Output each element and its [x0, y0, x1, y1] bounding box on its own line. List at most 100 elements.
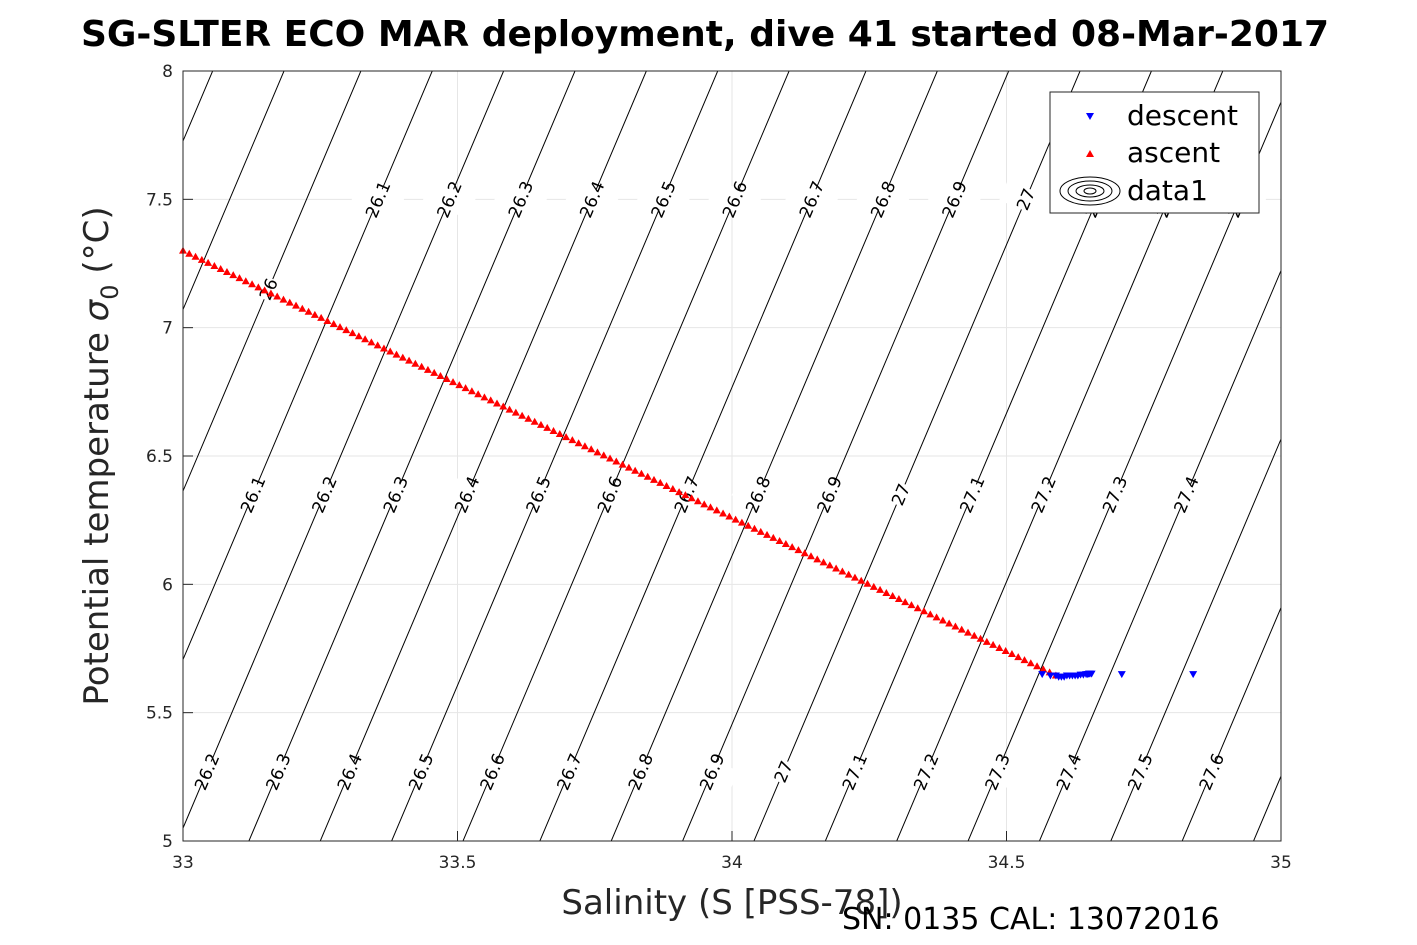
isopycnal-label-bg: [874, 475, 928, 514]
ascent-point: [763, 530, 772, 538]
isopycnal-label-bg: [323, 752, 376, 792]
isopycnal-label-bg: [999, 179, 1053, 219]
y-axis-label-unit: (°C): [77, 206, 117, 284]
isopycnal-label-bg: [180, 752, 234, 792]
ascent-point: [279, 295, 288, 303]
ascent-point: [505, 405, 514, 413]
ascent-point: [461, 384, 470, 392]
ascent-point: [543, 423, 552, 431]
ascent-point: [637, 469, 646, 477]
legend-data1-contour-icon: [1059, 176, 1121, 206]
ascent-point: [769, 533, 778, 541]
isopycnal-label-bg: [685, 752, 739, 792]
legend-ascent-label: ascent: [1127, 136, 1220, 169]
ascent-point: [687, 494, 696, 502]
ascent-point: [511, 408, 520, 416]
ascent-point: [241, 277, 250, 285]
isopycnal-label-bg: [440, 475, 494, 514]
ascent-point: [963, 628, 972, 636]
ascent-point: [486, 396, 495, 404]
ascent-point: [405, 356, 414, 364]
isopycnal-line-26.4: [319, 71, 647, 841]
ascent-point: [976, 634, 985, 642]
isopycnal-label-bg: [251, 752, 305, 792]
ascent-point: [700, 500, 709, 508]
isopycnal-line-26: [183, 71, 362, 493]
ascent-point: [957, 625, 966, 633]
ascent-point: [681, 491, 690, 499]
ascent-point: [926, 610, 935, 618]
isopycnal-label-bg: [899, 752, 953, 792]
ascent-point: [499, 402, 508, 410]
ascent-point: [467, 387, 476, 395]
ascent-point: [857, 576, 866, 584]
ascent-point: [869, 582, 878, 590]
ascent-point: [568, 436, 577, 444]
ascent-point: [1026, 659, 1035, 667]
isopycnal-label-bg: [1042, 752, 1096, 792]
ascent-point: [656, 478, 665, 486]
ascent-point: [210, 261, 219, 269]
ascent-point: [850, 573, 859, 581]
ascent-point: [624, 463, 633, 471]
ascent-point: [907, 601, 916, 609]
legend-ascent-marker: [1086, 150, 1094, 157]
isopycnal-label-bg: [1088, 475, 1142, 514]
ascent-point: [932, 613, 941, 621]
isopycnal-label-bg: [971, 752, 1024, 792]
ascent-point: [449, 378, 458, 386]
ascent-point: [725, 512, 734, 520]
ascent-point: [750, 524, 759, 532]
y-tick-label: 7: [162, 319, 173, 339]
ascent-point: [430, 368, 439, 376]
x-tick-label: 33.5: [439, 853, 477, 873]
y-axis-label-main: Potential temperature: [77, 321, 117, 705]
isopycnal-label-bg: [785, 179, 838, 219]
ascent-point: [524, 414, 533, 422]
isopycnal-label-bg: [565, 179, 619, 219]
descent-series: [1038, 670, 1198, 681]
ascent-point: [530, 417, 539, 425]
ascent-point: [593, 448, 602, 456]
ascent-point: [222, 268, 231, 276]
ascent-point: [373, 341, 382, 349]
isopycnal-label-bg: [422, 179, 476, 219]
ascent-point: [480, 393, 489, 401]
isopycnal-contours: [183, 71, 1281, 841]
ascent-point: [518, 411, 527, 419]
ascent-point: [335, 323, 344, 331]
ascent-point: [216, 265, 225, 273]
descent-point: [1038, 671, 1047, 679]
y-axis-label-subscript: 0: [96, 284, 124, 299]
ascent-point: [392, 350, 401, 358]
ascent-point: [631, 466, 640, 474]
ascent-point: [254, 283, 263, 291]
ascent-point: [1033, 662, 1042, 670]
ascent-point: [995, 643, 1004, 651]
isopycnal-label-bg: [802, 475, 856, 514]
y-tick-label: 5.5: [146, 704, 173, 724]
isopycnal-label-bg: [1113, 752, 1167, 792]
ascent-point: [549, 426, 558, 434]
y-tick-label: 7.5: [146, 190, 173, 210]
ascent-point: [587, 445, 596, 453]
ascent-point: [474, 390, 483, 398]
ascent-point: [379, 344, 388, 352]
descent-point: [1087, 670, 1096, 678]
ascent-point: [819, 558, 828, 566]
legend-data1-label: data1: [1127, 174, 1208, 207]
ascent-point: [191, 252, 200, 260]
ascent-point: [863, 579, 872, 587]
descent-point: [1189, 671, 1198, 679]
axis-ticks: [182, 70, 1282, 842]
ascent-point: [989, 640, 998, 648]
isopycnal-label-bg: [465, 752, 519, 792]
ascent-series: [179, 246, 1060, 679]
ascent-point: [901, 598, 910, 606]
ascent-point: [354, 332, 363, 340]
y-tick-label: 8: [162, 62, 173, 82]
ascent-point: [185, 249, 194, 257]
ascent-point: [1039, 665, 1048, 673]
isopycnal-label-bg: [636, 179, 690, 219]
ascent-point: [197, 255, 206, 263]
